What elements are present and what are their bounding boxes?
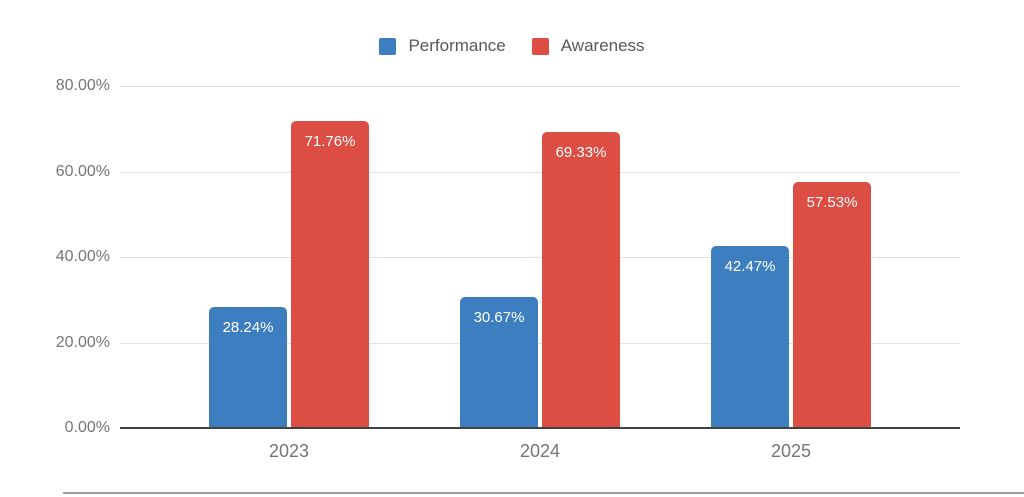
y-axis-tick-label: 0.00% bbox=[64, 419, 110, 436]
bar-value-label: 57.53% bbox=[806, 194, 858, 211]
y-axis-tick-label: 80.00% bbox=[55, 77, 110, 94]
y-gridline bbox=[120, 86, 960, 87]
bar-value-label: 30.67% bbox=[473, 309, 525, 326]
chart-legend: Performance Awareness bbox=[0, 36, 1024, 56]
x-axis-tick-label: 2023 bbox=[268, 441, 310, 461]
bar-awareness-2024 bbox=[542, 132, 620, 428]
bar-awareness-2025 bbox=[793, 182, 871, 428]
x-axis-tick-label: 2024 bbox=[519, 441, 561, 461]
legend-item-performance: Performance bbox=[379, 36, 506, 56]
bar-performance-2023 bbox=[209, 307, 287, 428]
x-axis-tick-label: 2025 bbox=[770, 441, 812, 461]
bar-performance-2025 bbox=[711, 246, 789, 428]
bar-performance-2024 bbox=[460, 297, 538, 428]
y-gridline bbox=[120, 172, 960, 173]
legend-item-awareness: Awareness bbox=[531, 36, 645, 56]
y-axis-tick-label: 60.00% bbox=[55, 163, 110, 180]
x-axis-line bbox=[120, 427, 960, 429]
legend-label-performance: Performance bbox=[408, 36, 506, 55]
performance-legend-swatch-icon bbox=[379, 37, 397, 55]
y-axis-tick-label: 40.00% bbox=[55, 248, 110, 265]
y-gridline bbox=[120, 343, 960, 344]
bar-awareness-2023 bbox=[291, 121, 369, 428]
awareness-legend-swatch-icon bbox=[531, 37, 549, 55]
bar-value-label: 69.33% bbox=[555, 144, 607, 161]
bar-value-label: 28.24% bbox=[222, 319, 274, 336]
bar-value-label: 71.76% bbox=[304, 133, 356, 150]
legend-label-awareness: Awareness bbox=[560, 36, 645, 55]
y-gridline bbox=[120, 257, 960, 258]
bar-value-label: 42.47% bbox=[724, 258, 776, 275]
y-axis-tick-label: 20.00% bbox=[55, 334, 110, 351]
bottom-divider bbox=[63, 492, 1024, 494]
